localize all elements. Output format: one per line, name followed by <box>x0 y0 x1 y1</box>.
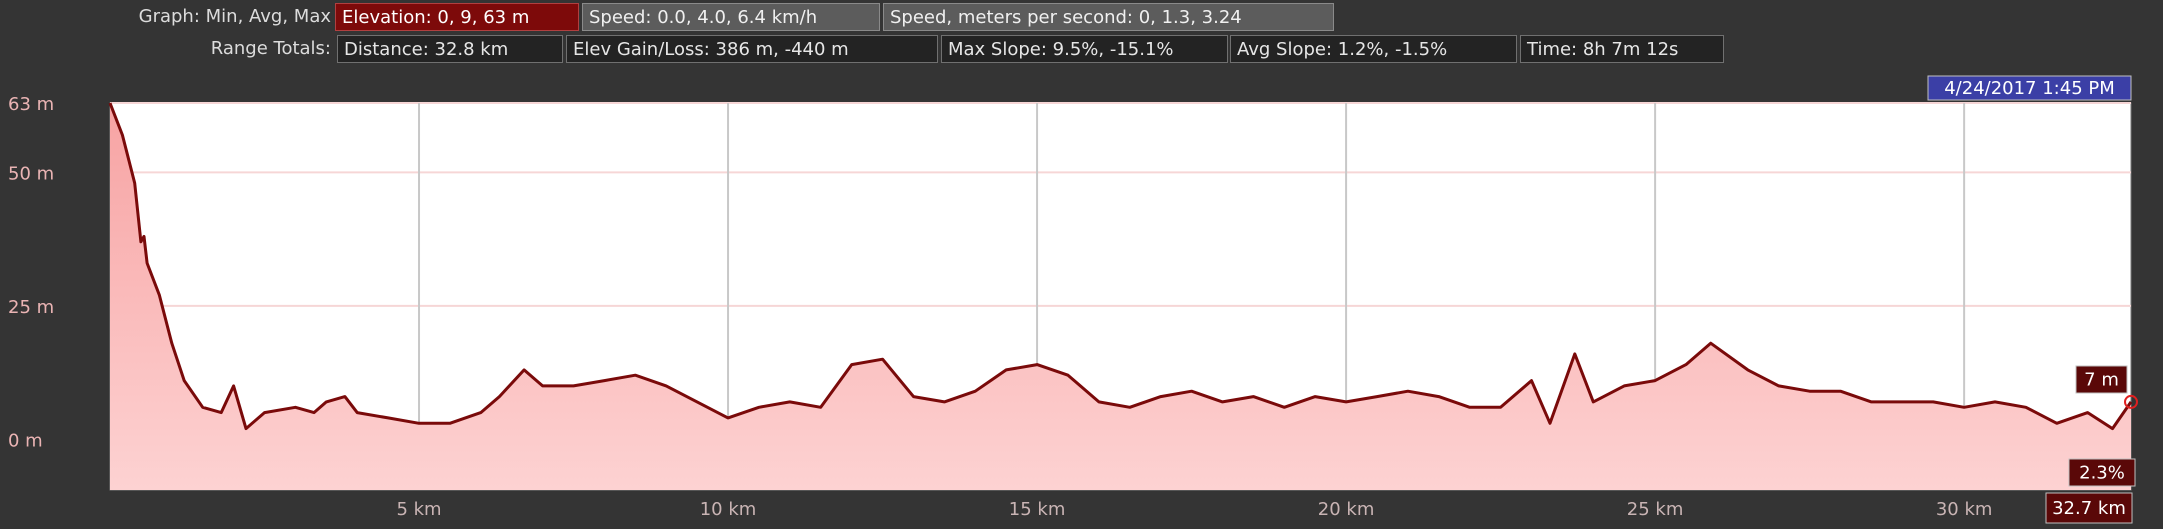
x-tick-label: 30 km <box>1936 499 1993 520</box>
y-tick-label: 25 m <box>8 297 54 318</box>
total-box: Time: 8h 7m 12s <box>1520 35 1724 63</box>
cursor-distance: 32.7 km <box>2052 498 2126 519</box>
x-tick-label: 15 km <box>1009 499 1066 520</box>
cursor-distance-box <box>2045 492 2133 524</box>
speed-mps-button[interactable]: Speed, meters per second: 0, 1.3, 3.24 <box>883 3 1334 31</box>
cursor-slope: 2.3% <box>2079 463 2125 484</box>
total-box: Avg Slope: 1.2%, -1.5% <box>1230 35 1517 63</box>
total-box: Elev Gain/Loss: 386 m, -440 m <box>566 35 938 63</box>
elevation-button[interactable]: Elevation: 0, 9, 63 m <box>335 3 579 31</box>
x-tick-label: 5 km <box>396 499 441 520</box>
total-box: Distance: 32.8 km <box>337 35 563 63</box>
range-totals-label: Range Totals: <box>210 38 331 59</box>
cursor-elevation-box <box>2075 365 2128 394</box>
total-box: Max Slope: 9.5%, -15.1% <box>941 35 1228 63</box>
y-tick-label: 0 m <box>8 430 43 451</box>
speed-button[interactable]: Speed: 0.0, 4.0, 6.4 km/h <box>582 3 880 31</box>
elevation-line <box>108 102 2133 431</box>
cursor-time-box <box>1927 75 2132 101</box>
cursor-marker <box>2124 394 2138 409</box>
y-tick-label: 63 m <box>8 94 54 115</box>
graph-label: Graph: Min, Avg, Max <box>138 6 331 27</box>
x-tick-label: 25 km <box>1627 499 1684 520</box>
elevation-area <box>110 103 2131 490</box>
y-tick-label: 50 m <box>8 163 54 184</box>
cursor-elevation: 7 m <box>2084 370 2119 391</box>
x-tick-label: 20 km <box>1318 499 1375 520</box>
x-tick-label: 10 km <box>700 499 757 520</box>
cursor-time: 4/24/2017 1:45 PM <box>1944 78 2115 99</box>
cursor-slope-box <box>2068 458 2136 487</box>
